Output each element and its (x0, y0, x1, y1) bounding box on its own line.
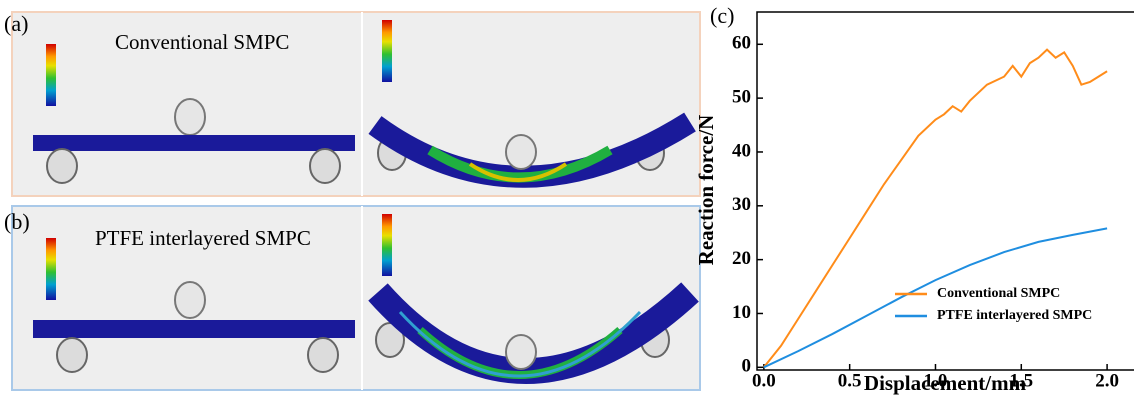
legend-label: Conventional SMPC (937, 286, 1060, 301)
roller (175, 282, 205, 318)
colorbar (382, 20, 392, 82)
panel-label: (c) (710, 3, 734, 28)
roller (310, 149, 340, 183)
y-tick-label: 60 (732, 33, 751, 54)
y-tick-label: 0 (742, 356, 752, 377)
panel-label: (a) (4, 11, 28, 36)
x-tick-label: 0.5 (838, 370, 862, 391)
y-axis-title: Reaction force/N (694, 115, 718, 266)
y-tick-label: 20 (732, 248, 751, 269)
y-tick-label: 10 (732, 302, 751, 323)
beam (33, 135, 355, 151)
x-tick-label: 2.0 (1095, 370, 1119, 391)
panel-title: Conventional SMPC (115, 30, 289, 54)
roller (175, 99, 205, 135)
legend-label: PTFE interlayered SMPC (937, 308, 1092, 323)
y-tick-label: 30 (732, 194, 751, 215)
colorbar (46, 238, 56, 300)
y-tick-label: 40 (732, 140, 751, 161)
beam (33, 320, 355, 338)
x-tick-label: 0.0 (752, 370, 776, 391)
roller (506, 135, 536, 169)
page: (a) Conventional SMPC (b) PTFE interlaye… (0, 0, 1134, 395)
figure: (a) Conventional SMPC (b) PTFE interlaye… (0, 0, 1134, 395)
panel-label: (b) (4, 209, 30, 234)
y-tick-label: 50 (732, 86, 751, 107)
panel-title: PTFE interlayered SMPC (95, 226, 311, 250)
roller (506, 335, 536, 369)
roller (57, 338, 87, 372)
colorbar (46, 44, 56, 106)
roller (308, 338, 338, 372)
colorbar (382, 214, 392, 276)
roller (47, 149, 77, 183)
x-tick-label: 1.0 (924, 370, 948, 391)
x-tick-label: 1.5 (1009, 370, 1033, 391)
